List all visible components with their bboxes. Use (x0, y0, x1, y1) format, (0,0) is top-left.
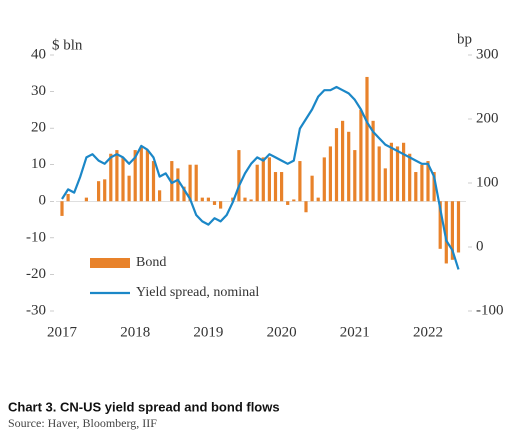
legend-swatch (90, 258, 130, 268)
bar (109, 153, 113, 202)
y2-tick-label: -100 (476, 302, 504, 318)
bar (249, 199, 253, 202)
bar (389, 142, 393, 202)
bar (212, 201, 217, 205)
x-tick-label: 2022 (413, 324, 443, 340)
bar (292, 199, 296, 202)
bar (365, 76, 369, 202)
bar (103, 179, 107, 202)
y-tick-label: 0 (39, 193, 47, 209)
bar (127, 175, 131, 202)
bar (438, 201, 442, 249)
bar (182, 186, 186, 202)
bar (261, 157, 265, 202)
y-tick-label: 10 (31, 156, 46, 172)
bar (219, 201, 223, 209)
legend-label: Yield spread, nominal (136, 285, 259, 300)
bar (200, 197, 204, 202)
bar (341, 120, 345, 202)
bar (151, 161, 156, 202)
bar (60, 201, 64, 216)
bar (432, 172, 436, 202)
bar (237, 150, 241, 202)
y2-axis-title: bp (457, 31, 472, 47)
bar (188, 164, 192, 202)
y2-tick-label: 300 (476, 46, 499, 62)
bar (377, 146, 381, 202)
x-tick-label: 2018 (120, 324, 150, 340)
bar (347, 131, 351, 202)
bar (334, 128, 339, 202)
bar (444, 201, 448, 264)
bar (371, 120, 375, 202)
bar (267, 157, 271, 202)
y2-tick-label: 100 (476, 174, 499, 190)
x-tick-label: 2020 (267, 324, 297, 340)
bar (243, 197, 247, 202)
bar (121, 157, 125, 202)
bar (408, 153, 412, 202)
x-tick-label: 2017 (47, 324, 78, 340)
bar (402, 142, 406, 202)
bar (97, 181, 101, 202)
bar (115, 150, 119, 202)
bar (176, 168, 180, 202)
bar (328, 146, 332, 202)
bar (353, 150, 357, 202)
caption: Chart 3. CN-US yield spread and bond flo… (8, 399, 280, 414)
y-tick-label: 30 (31, 83, 46, 99)
bar (206, 197, 210, 202)
bar (420, 164, 424, 202)
bar (450, 201, 454, 260)
legend-label: Bond (136, 255, 166, 270)
y-axis-title: $ bln (52, 37, 83, 53)
bar (133, 150, 137, 202)
y-tick-label: -30 (26, 302, 46, 318)
y2-tick-label: 200 (476, 110, 499, 126)
x-tick-label: 2019 (193, 324, 223, 340)
x-tick-label: 2021 (340, 324, 370, 340)
bar (255, 164, 259, 202)
bar (456, 201, 461, 253)
bar (84, 197, 88, 202)
bar (359, 109, 363, 202)
bar (310, 175, 314, 202)
bar (280, 172, 284, 202)
bar (145, 150, 149, 202)
bar (66, 193, 70, 202)
bar (286, 201, 290, 205)
bar (139, 146, 143, 202)
y-tick-label: -20 (26, 266, 46, 282)
bar (395, 146, 400, 202)
y-tick-label: -10 (26, 229, 46, 245)
bar (414, 172, 418, 202)
bar (383, 168, 387, 202)
bar (298, 161, 302, 202)
y-tick-label: 20 (31, 120, 46, 136)
bar (322, 157, 326, 202)
bar (273, 172, 278, 202)
bar (304, 201, 308, 213)
y-tick-label: 40 (31, 46, 46, 62)
line (61, 85, 460, 270)
bar (158, 190, 162, 202)
bar (426, 161, 430, 202)
bar (316, 197, 320, 202)
source: Source: Haver, Bloomberg, IIF (8, 416, 157, 430)
y2-tick-label: 0 (476, 238, 484, 254)
bar (194, 164, 198, 202)
